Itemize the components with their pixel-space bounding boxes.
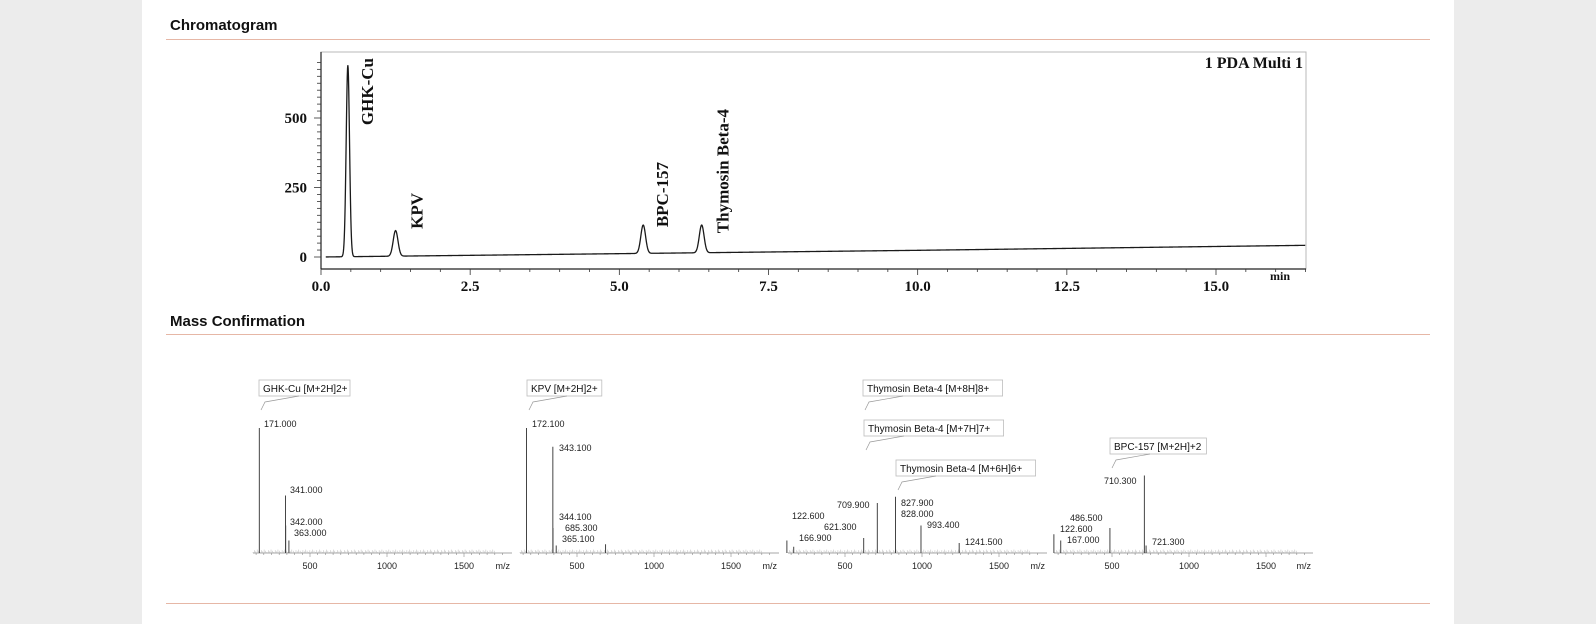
peak-mz-label: 621.300 <box>824 522 857 532</box>
x-tick-label: 12.5 <box>1054 279 1080 295</box>
spectrum-tick-label: 500 <box>1104 561 1119 571</box>
spectrum-tick-label: 500 <box>302 561 317 571</box>
y-tick-label: 250 <box>285 181 308 197</box>
chromatogram-divider <box>166 39 1430 40</box>
ion-annotation-box <box>526 379 603 397</box>
peak-mz-label: 167.000 <box>1067 535 1100 545</box>
x-tick-label: 2.5 <box>461 279 480 295</box>
peak-label: Thymosin Beta-4 <box>714 109 733 234</box>
peak-label: KPV <box>408 192 427 229</box>
x-tick-label: 7.5 <box>759 279 778 295</box>
ion-annotation-box <box>1109 437 1207 455</box>
ion-annotation-label: GHK-Cu [M+2H]2+ <box>263 384 348 395</box>
chromatogram-trace <box>325 65 1306 258</box>
spectrum-axis-unit: m/z <box>1031 561 1046 571</box>
ion-annotation-leader <box>865 435 905 451</box>
spectrum-tick-label: 1000 <box>377 561 397 571</box>
peak-mz-label: 721.300 <box>1152 537 1185 547</box>
spectrum-tick-label: 500 <box>569 561 584 571</box>
peak-mz-label: 166.900 <box>799 533 832 543</box>
peak-mz-label: 993.400 <box>927 520 960 530</box>
ion-annotation-leader <box>897 475 937 491</box>
bottom-divider <box>166 603 1430 604</box>
peak-mz-label: 1241.500 <box>965 537 1003 547</box>
spectrum-tick-label: 1000 <box>912 561 932 571</box>
spectrum-axis-unit: m/z <box>1297 561 1312 571</box>
x-tick-label: 5.0 <box>610 279 629 295</box>
peak-mz-label: 344.100 <box>559 512 592 522</box>
ion-annotation-leader <box>864 395 904 411</box>
spectrum-tick-label: 1500 <box>1256 561 1276 571</box>
peak-mz-label: 709.900 <box>837 500 870 510</box>
ion-annotation-label: Thymosin Beta-4 [M+6H]6+ <box>900 464 1022 475</box>
peak-mz-label: 122.600 <box>1060 524 1093 534</box>
ion-annotation-leader <box>260 395 300 411</box>
x-tick-label: 0.0 <box>312 279 331 295</box>
mass-divider <box>166 334 1430 335</box>
peak-mz-label: 341.000 <box>290 485 323 495</box>
peak-mz-label: 363.000 <box>294 528 327 538</box>
mass-confirmation-heading: Mass Confirmation <box>170 313 306 330</box>
chromatogram-title: 1 PDA Multi 1 <box>1205 55 1303 72</box>
ion-annotation-box <box>862 379 1004 397</box>
peak-label: BPC-157 <box>653 162 672 228</box>
x-axis-unit-label: min <box>1270 269 1290 283</box>
spectrum-axis-unit: m/z <box>496 561 511 571</box>
peak-mz-label: 685.300 <box>565 523 598 533</box>
spectrum-tick-label: 1000 <box>1179 561 1199 571</box>
peak-mz-label: 171.000 <box>264 419 297 429</box>
peak-label: GHK-Cu <box>358 58 377 125</box>
ion-annotation-label: Thymosin Beta-4 [M+7H]7+ <box>868 424 990 435</box>
spectrum-tick-label: 1500 <box>721 561 741 571</box>
ion-annotation-leader <box>1111 453 1151 469</box>
x-tick-label: 15.0 <box>1203 279 1229 295</box>
peak-mz-label: 827.900 <box>901 498 934 508</box>
spectrum-tick-label: 1500 <box>454 561 474 571</box>
ion-annotation-label: BPC-157 [M+2H]+2 <box>1114 442 1202 453</box>
peak-mz-label: 172.100 <box>532 419 565 429</box>
peak-mz-label: 122.600 <box>792 511 825 521</box>
ion-annotation-label: KPV [M+2H]2+ <box>531 384 598 395</box>
y-tick-label: 500 <box>285 111 308 127</box>
spectrum-axis-unit: m/z <box>763 561 778 571</box>
spectrum-tick-label: 1000 <box>644 561 664 571</box>
spectrum-tick-label: 1500 <box>989 561 1009 571</box>
peak-mz-label: 486.500 <box>1070 513 1103 523</box>
ion-annotation-label: Thymosin Beta-4 [M+8H]8+ <box>867 384 989 395</box>
chromatogram-plot-frame <box>320 51 1307 270</box>
spectrum-tick-label: 500 <box>837 561 852 571</box>
peak-mz-label: 342.000 <box>290 517 323 527</box>
y-tick-label: 0 <box>300 250 308 266</box>
ion-annotation-box <box>895 459 1037 477</box>
ion-annotation-box <box>258 379 351 397</box>
report-page: Chromatogram Mass Confirmation <box>142 0 1454 624</box>
peak-mz-label: 365.100 <box>562 534 595 544</box>
chromatogram-heading: Chromatogram <box>170 17 278 34</box>
peak-mz-label: 710.300 <box>1104 476 1137 486</box>
peak-mz-label: 343.100 <box>559 443 592 453</box>
ion-annotation-leader <box>528 395 568 411</box>
ion-annotation-box <box>863 419 1005 437</box>
x-tick-label: 10.0 <box>905 279 931 295</box>
peak-mz-label: 828.000 <box>901 509 934 519</box>
